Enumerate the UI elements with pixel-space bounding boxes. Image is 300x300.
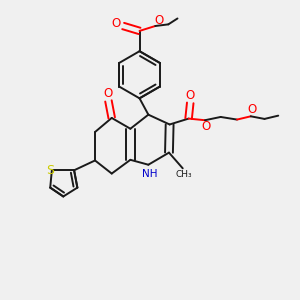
Text: O: O [186, 89, 195, 102]
Text: O: O [111, 17, 121, 30]
Text: O: O [248, 103, 257, 116]
Text: O: O [104, 87, 113, 100]
Text: S: S [46, 164, 54, 177]
Text: O: O [202, 120, 211, 133]
Text: O: O [154, 14, 163, 27]
Text: CH₃: CH₃ [175, 170, 192, 179]
Text: NH: NH [142, 169, 158, 179]
